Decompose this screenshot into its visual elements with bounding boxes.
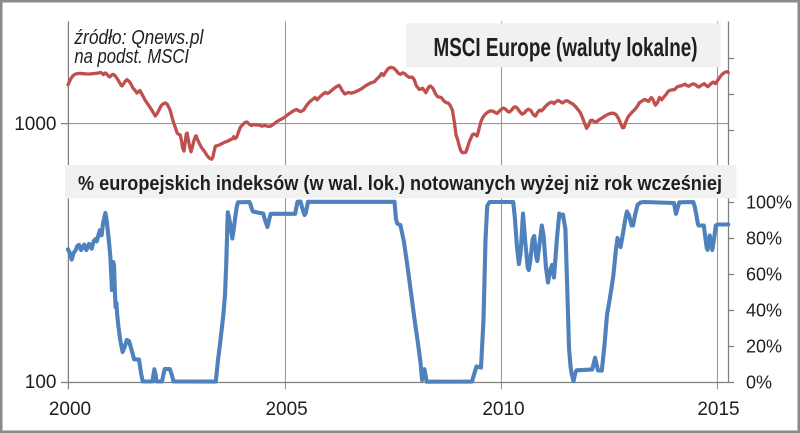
svg-text:na podst. MSCI: na podst. MSCI: [74, 45, 189, 68]
svg-text:2000: 2000: [49, 399, 91, 420]
svg-text:0%: 0%: [746, 373, 772, 393]
svg-text:60%: 60%: [746, 265, 782, 285]
svg-text:40%: 40%: [746, 301, 782, 321]
svg-text:% europejskich indeksów (w wal: % europejskich indeksów (w wal. lok.) no…: [78, 172, 722, 195]
svg-text:2015: 2015: [697, 399, 739, 420]
svg-text:20%: 20%: [746, 337, 782, 357]
svg-text:2010: 2010: [482, 399, 524, 420]
svg-text:100%: 100%: [746, 193, 792, 213]
svg-text:MSCI Europe (waluty lokalne): MSCI Europe (waluty lokalne): [434, 32, 698, 62]
svg-text:źródło: Qnews.pl: źródło: Qnews.pl: [74, 26, 205, 49]
svg-text:100: 100: [25, 372, 57, 393]
svg-text:2005: 2005: [265, 399, 307, 420]
svg-text:1000: 1000: [14, 114, 56, 135]
svg-text:80%: 80%: [746, 229, 782, 249]
